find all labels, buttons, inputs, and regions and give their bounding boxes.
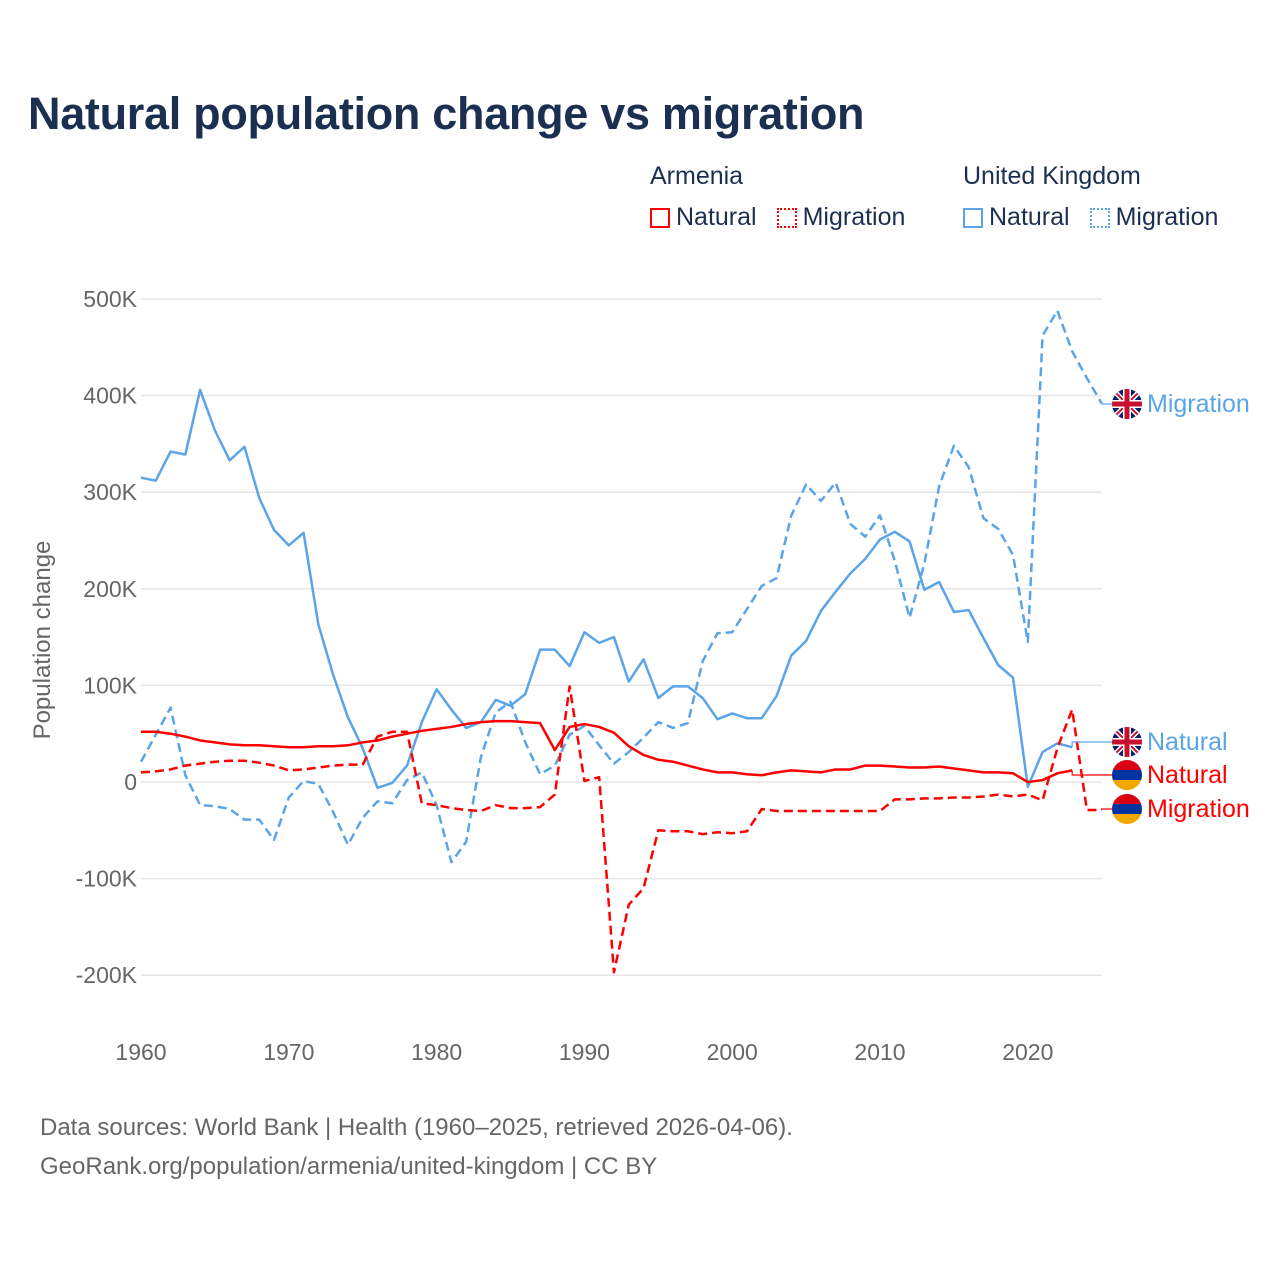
solid-swatch-icon xyxy=(650,207,670,228)
y-tick-label: 0 xyxy=(124,769,137,795)
series-line-united-kingdom-migration[interactable] xyxy=(139,309,1103,864)
legend-armenia-natural[interactable]: Natural xyxy=(650,203,757,232)
series-line-united-kingdom-natural[interactable] xyxy=(140,388,1073,790)
x-tick-label: 1960 xyxy=(115,1039,166,1065)
x-tick-label: 1970 xyxy=(263,1039,314,1065)
y-tick-label: 400K xyxy=(83,383,137,409)
y-tick-label: -100K xyxy=(76,866,138,892)
series-line-armenia-natural[interactable] xyxy=(141,719,1073,784)
x-tick-label: 1980 xyxy=(411,1039,462,1065)
label-connector xyxy=(1101,808,1112,811)
label-connector xyxy=(1101,403,1112,405)
uk-flag-icon xyxy=(1112,727,1142,757)
legend-uk-migration[interactable]: Migration xyxy=(1089,203,1219,232)
label-connector xyxy=(1071,741,1112,748)
legend-group-title: United Kingdom xyxy=(963,162,1141,190)
armenia-flag-icon xyxy=(1112,760,1142,790)
legend-label: Migration xyxy=(1115,203,1219,231)
legend-label: Natural xyxy=(676,203,757,231)
y-tick-label: 300K xyxy=(83,479,137,505)
chart-title: Natural population change vs migration xyxy=(28,88,865,139)
y-tick-label: 100K xyxy=(83,672,137,698)
legend-armenia-migration[interactable]: Migration xyxy=(776,203,906,232)
dotted-swatch-icon xyxy=(776,207,797,228)
legend-group-title: Armenia xyxy=(650,162,744,190)
uk-flag-icon xyxy=(1112,389,1142,419)
series-end-label: Migration xyxy=(1147,390,1250,418)
armenia-flag-icon xyxy=(1112,794,1142,824)
y-tick-label: 500K xyxy=(83,286,137,312)
y-axis-label: Population change xyxy=(29,541,56,740)
x-tick-label: 1990 xyxy=(559,1039,610,1065)
x-tick-label: 2000 xyxy=(707,1039,758,1065)
legend-armenia: Armenia Natural Migration xyxy=(650,162,905,232)
x-tick-label: 2010 xyxy=(854,1039,905,1065)
series-end-label: Migration xyxy=(1147,795,1250,823)
footer: Data sources: World Bank | Health (1960–… xyxy=(40,1108,793,1186)
series-line-armenia-migration[interactable] xyxy=(140,685,1102,974)
footer-sources: Data sources: World Bank | Health (1960–… xyxy=(40,1114,793,1141)
legend-label: Migration xyxy=(802,203,906,231)
x-tick-label: 2020 xyxy=(1002,1039,1053,1065)
label-connector xyxy=(1071,770,1112,776)
solid-swatch-icon xyxy=(963,207,983,228)
legend-label: Natural xyxy=(989,203,1070,231)
legend-uk-natural[interactable]: Natural xyxy=(963,203,1070,232)
series-end-label: Natural xyxy=(1147,761,1228,789)
y-tick-label: -200K xyxy=(76,962,138,988)
legend-uk: United Kingdom Natural Migration xyxy=(963,162,1218,232)
series-end-label: Natural xyxy=(1147,728,1228,756)
footer-link[interactable]: GeoRank.org/population/armenia/united-ki… xyxy=(40,1153,658,1180)
dotted-swatch-icon xyxy=(1089,207,1110,228)
y-tick-label: 200K xyxy=(83,576,137,602)
